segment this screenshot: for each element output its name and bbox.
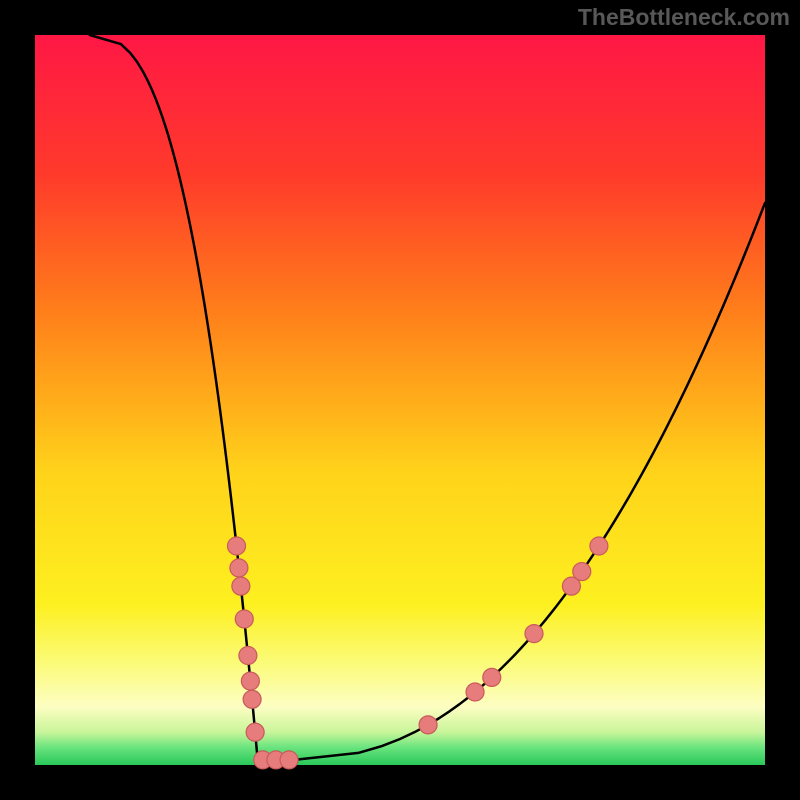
data-marker [419, 716, 437, 734]
data-marker [246, 723, 264, 741]
data-marker [525, 625, 543, 643]
data-marker [243, 690, 261, 708]
chart-svg [0, 0, 800, 800]
plot-area [35, 35, 765, 765]
data-marker [241, 672, 259, 690]
chart-container: TheBottleneck.com [0, 0, 800, 800]
data-marker [590, 537, 608, 555]
data-marker [280, 751, 298, 769]
data-marker [466, 683, 484, 701]
watermark-text: TheBottleneck.com [578, 4, 790, 31]
data-marker [239, 647, 257, 665]
data-marker [562, 577, 580, 595]
data-marker [232, 577, 250, 595]
data-marker [228, 537, 246, 555]
data-marker [235, 610, 253, 628]
data-marker [483, 668, 501, 686]
data-marker [230, 559, 248, 577]
